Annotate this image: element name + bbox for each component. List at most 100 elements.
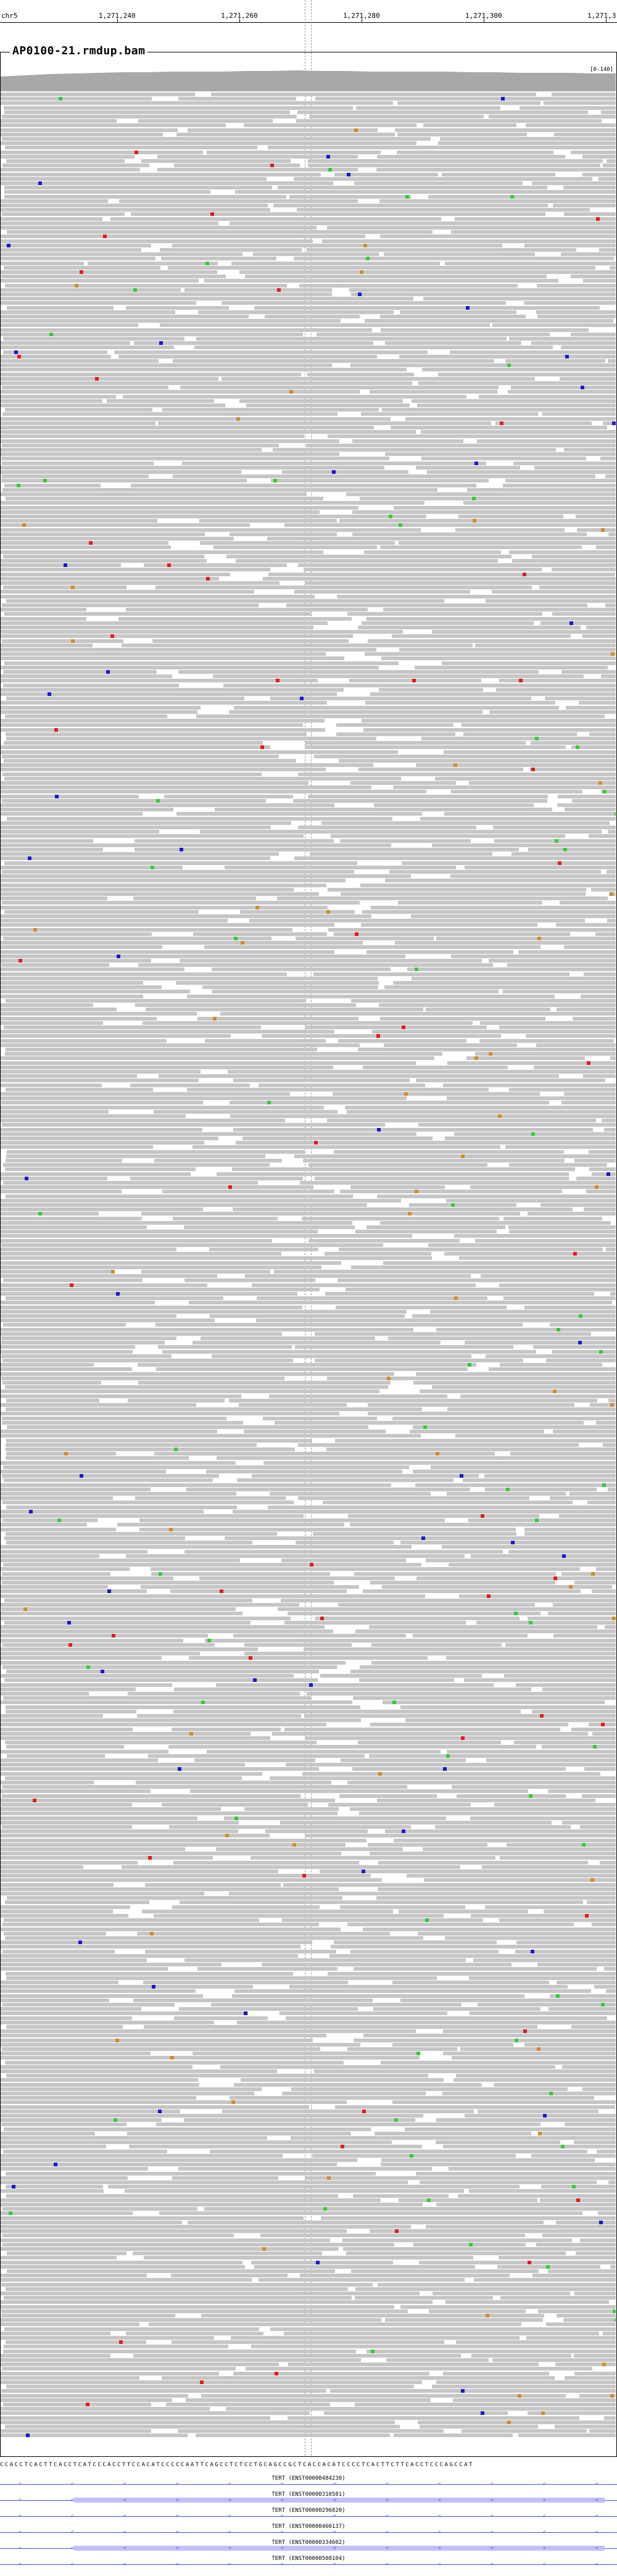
aligned-read[interactable] (4, 909, 199, 914)
aligned-read[interactable] (416, 1079, 606, 1083)
aligned-read[interactable] (2, 474, 149, 479)
aligned-read[interactable] (381, 328, 589, 332)
aligned-read[interactable] (1, 1203, 368, 1207)
aligned-read[interactable] (377, 154, 565, 159)
aligned-read[interactable] (156, 1367, 468, 1372)
aligned-read[interactable] (484, 1474, 616, 1478)
aligned-read[interactable] (207, 150, 381, 154)
aligned-read[interactable] (557, 1008, 616, 1012)
aligned-read[interactable] (122, 643, 473, 647)
aligned-read[interactable] (184, 1549, 503, 1554)
aligned-read[interactable] (1, 2153, 283, 2158)
aligned-read[interactable] (1, 2078, 198, 2082)
aligned-read[interactable] (1, 1692, 89, 1696)
aligned-read[interactable] (538, 2309, 616, 2313)
aligned-read[interactable] (1, 2216, 304, 2220)
aligned-read[interactable] (1, 1567, 130, 1572)
aligned-read[interactable] (244, 1652, 616, 1656)
aligned-read[interactable] (576, 515, 616, 518)
aligned-read[interactable] (1, 1145, 153, 1149)
aligned-read[interactable] (548, 2007, 616, 2011)
aligned-read[interactable] (350, 292, 616, 296)
aligned-read[interactable] (575, 2251, 616, 2256)
aligned-read[interactable] (423, 297, 616, 301)
aligned-read[interactable] (114, 350, 428, 354)
aligned-read[interactable] (1, 93, 196, 96)
aligned-read[interactable] (223, 683, 616, 687)
aligned-read[interactable] (209, 1314, 405, 1318)
aligned-read[interactable] (1, 452, 339, 457)
aligned-read[interactable] (224, 1816, 446, 1820)
aligned-read[interactable] (5, 1936, 423, 1940)
aligned-read[interactable] (1, 954, 406, 958)
aligned-read[interactable] (395, 941, 616, 945)
aligned-read[interactable] (1, 2163, 337, 2167)
aligned-read[interactable] (5, 1087, 154, 1091)
aligned-read[interactable] (561, 1101, 616, 1105)
aligned-read[interactable] (1, 234, 365, 239)
aligned-read[interactable] (154, 1159, 283, 1162)
aligned-read[interactable] (360, 412, 538, 416)
aligned-read[interactable] (239, 1403, 347, 1407)
aligned-read[interactable] (323, 2411, 508, 2416)
aligned-read[interactable] (192, 2052, 417, 2056)
aligned-read[interactable] (158, 1074, 559, 1079)
aligned-read[interactable] (1, 812, 143, 816)
aligned-read[interactable] (141, 1585, 359, 1589)
aligned-read[interactable] (564, 2123, 616, 2127)
aligned-read[interactable] (385, 341, 521, 346)
aligned-read[interactable] (2, 386, 169, 390)
aligned-read[interactable] (562, 1820, 616, 1824)
aligned-read[interactable] (560, 346, 616, 350)
aligned-read[interactable] (1, 2096, 196, 2100)
aligned-read[interactable] (1, 275, 226, 279)
aligned-read[interactable] (179, 959, 482, 963)
aligned-read[interactable] (1, 168, 141, 172)
aligned-read[interactable] (1, 128, 178, 132)
aligned-read[interactable] (400, 1998, 616, 2002)
aligned-read[interactable] (1, 1607, 236, 1612)
aligned-read[interactable] (159, 2211, 582, 2216)
aligned-read[interactable] (135, 839, 334, 843)
gene-track[interactable]: TERT (ENST00000484238) < < < < < < < < < < < < TERT… (0, 2475, 617, 2574)
aligned-read[interactable] (380, 315, 526, 318)
aligned-read[interactable] (1, 1030, 335, 1034)
aligned-read[interactable] (251, 1474, 479, 1478)
aligned-read[interactable] (1, 1794, 301, 1798)
aligned-read[interactable] (352, 532, 587, 536)
aligned-read[interactable] (405, 2127, 616, 2131)
aligned-read[interactable] (576, 1176, 616, 1180)
aligned-read[interactable] (4, 146, 257, 150)
aligned-read[interactable] (382, 408, 616, 412)
aligned-read[interactable] (563, 2318, 616, 2322)
aligned-read[interactable] (1, 1065, 333, 1069)
aligned-read[interactable] (470, 1185, 616, 1190)
aligned-read[interactable] (373, 2007, 541, 2011)
aligned-read[interactable] (166, 2403, 330, 2406)
aligned-read[interactable] (173, 164, 300, 168)
aligned-read[interactable] (374, 2131, 532, 2135)
aligned-read[interactable] (569, 1492, 616, 1496)
aligned-read[interactable] (1, 1781, 94, 1784)
gene-row[interactable]: TERT (ENST00000310581) < < < < < < < < < < < < (0, 2491, 617, 2506)
aligned-read[interactable] (577, 528, 616, 532)
aligned-read[interactable] (363, 1927, 616, 1931)
aligned-read[interactable] (352, 1696, 616, 1700)
aligned-read[interactable] (162, 408, 379, 412)
aligned-read[interactable] (431, 630, 616, 634)
aligned-read[interactable] (190, 1789, 529, 1794)
aligned-read[interactable] (1, 1460, 236, 1465)
aligned-read[interactable] (1, 217, 103, 221)
aligned-read[interactable] (368, 1625, 598, 1629)
aligned-read[interactable] (1, 901, 360, 905)
aligned-read[interactable] (326, 226, 616, 230)
aligned-read[interactable] (366, 950, 514, 954)
aligned-read[interactable] (200, 541, 395, 545)
aligned-read[interactable] (288, 2363, 539, 2367)
aligned-read[interactable] (143, 2025, 537, 2029)
aligned-read[interactable] (470, 1816, 616, 1820)
aligned-read[interactable] (360, 923, 538, 927)
aligned-read[interactable] (608, 1398, 616, 1402)
aligned-read[interactable] (313, 1531, 516, 1536)
aligned-read[interactable] (155, 586, 532, 590)
